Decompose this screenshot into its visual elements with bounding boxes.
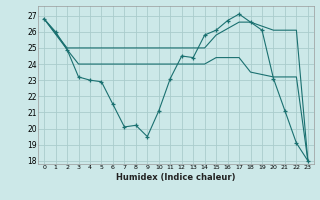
X-axis label: Humidex (Indice chaleur): Humidex (Indice chaleur) — [116, 173, 236, 182]
